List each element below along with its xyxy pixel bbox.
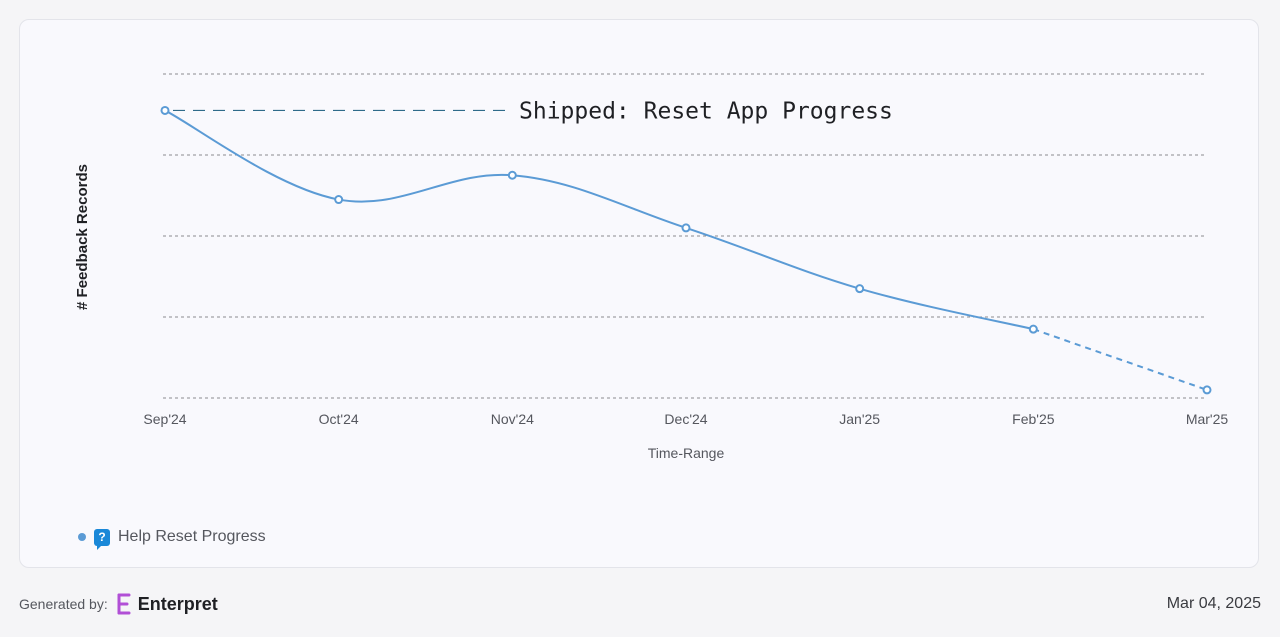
y-axis-title: # Feedback Records [74, 164, 91, 310]
data-point [1202, 385, 1212, 395]
generated-by-label: Generated by: [19, 596, 108, 612]
legend-series-label: Help Reset Progress [118, 528, 266, 545]
data-point [681, 223, 691, 233]
footer-generated-by: Generated by: Enterpret [19, 593, 218, 615]
annotation-label: Shipped: Reset App Progress [519, 98, 893, 124]
x-tick-label: Mar'25 [1186, 411, 1229, 427]
data-point [160, 105, 170, 115]
report-date: Mar 04, 2025 [1166, 595, 1261, 612]
legend-series-dot [78, 533, 86, 541]
data-point [334, 195, 344, 205]
data-point [1028, 324, 1038, 334]
series-line [164, 109, 1034, 331]
data-point [507, 170, 517, 180]
chart-card: ? Help Reset Progress [19, 19, 1259, 568]
x-tick-label: Nov'24 [491, 411, 534, 427]
enterpret-logo-icon [117, 593, 131, 615]
x-axis-title: Time-Range [648, 445, 725, 461]
x-tick-label: Dec'24 [664, 411, 707, 427]
x-tick-label: Sep'24 [143, 411, 186, 427]
chart-legend[interactable]: ? Help Reset Progress [78, 528, 266, 550]
x-tick-label: Oct'24 [319, 411, 359, 427]
data-point [855, 284, 865, 294]
brand-name: Enterpret [137, 593, 218, 614]
question-speech-icon: ? [94, 528, 110, 550]
x-tick-label: Feb'25 [1012, 411, 1055, 427]
series-line-projected [1032, 328, 1208, 391]
brand[interactable]: Enterpret [116, 593, 218, 615]
x-tick-label: Jan'25 [839, 411, 880, 427]
